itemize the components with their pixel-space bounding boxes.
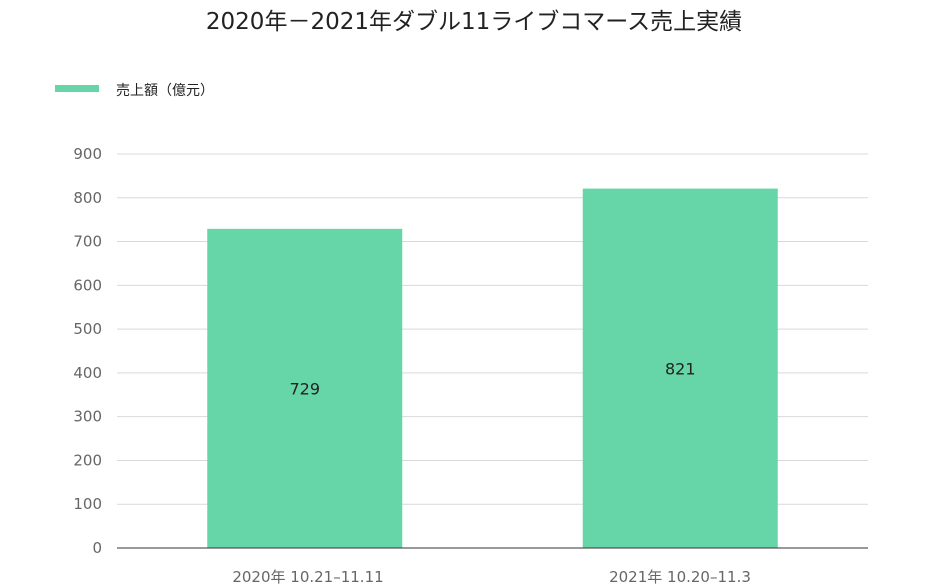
- x-axis-labels: 2020年 10.21–11.11 2021年 10.20–11.3: [232, 568, 751, 586]
- bar: [207, 228, 403, 549]
- bar: [582, 188, 778, 548]
- category-label: 2021年 10.20–11.3: [609, 568, 751, 586]
- y-tick-label: 0: [92, 539, 102, 557]
- y-tick-label: 900: [73, 145, 102, 163]
- y-axis-ticks: 0 100 200 300 400 500 600 700 800 900: [73, 145, 102, 557]
- y-tick-label: 300: [73, 408, 102, 426]
- category-label: 2020年 10.21–11.11: [232, 568, 383, 586]
- y-tick-label: 800: [73, 189, 102, 207]
- y-tick-label: 700: [73, 233, 102, 251]
- data-label: 821: [665, 359, 696, 378]
- legend-swatch: [55, 85, 99, 92]
- chart-title: 2020年－2021年ダブル11ライブコマース売上実績: [206, 9, 742, 35]
- data-label: 729: [289, 379, 320, 398]
- y-tick-label: 200: [73, 451, 102, 469]
- y-tick-label: 400: [73, 364, 102, 382]
- y-tick-label: 600: [73, 276, 102, 294]
- y-tick-label: 500: [73, 320, 102, 338]
- data-labels: 729 821: [289, 359, 695, 398]
- y-tick-label: 100: [73, 495, 102, 513]
- legend: 売上額（億元）: [55, 83, 214, 99]
- legend-label: 売上額（億元）: [116, 83, 214, 99]
- bars: [207, 188, 778, 549]
